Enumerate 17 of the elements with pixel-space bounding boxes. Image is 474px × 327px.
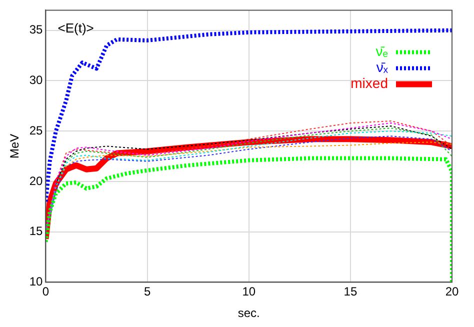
x-tick-label: 0 (42, 284, 50, 299)
y-tick-label: 30 (29, 73, 44, 88)
y-tick-label: 15 (29, 224, 44, 238)
x-tick-label: 15 (344, 284, 358, 299)
y-tick-label: 10 (29, 274, 44, 289)
x-tick-label: 10 (242, 284, 256, 299)
legend-label: ν̄ₑ (376, 43, 388, 60)
annotation: <E(t)> (58, 20, 94, 36)
y-tick-label: 35 (29, 22, 44, 37)
legend-label: ν̄ₓ (376, 59, 388, 76)
y-tick-label: 25 (29, 123, 44, 138)
x-tick-label: 5 (144, 284, 151, 299)
x-tick-label: 20 (445, 284, 459, 299)
y-axis-title: MeV (8, 134, 22, 159)
x-axis-title: sec. (238, 306, 260, 320)
y-tick-label: 20 (29, 174, 44, 188)
legend-label: mixed (350, 75, 388, 92)
